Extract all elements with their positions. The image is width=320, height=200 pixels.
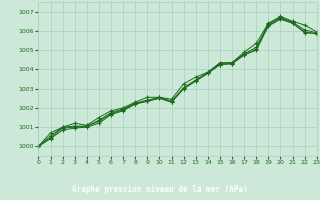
Text: Graphe pression niveau de la mer (hPa): Graphe pression niveau de la mer (hPa) (72, 185, 248, 194)
